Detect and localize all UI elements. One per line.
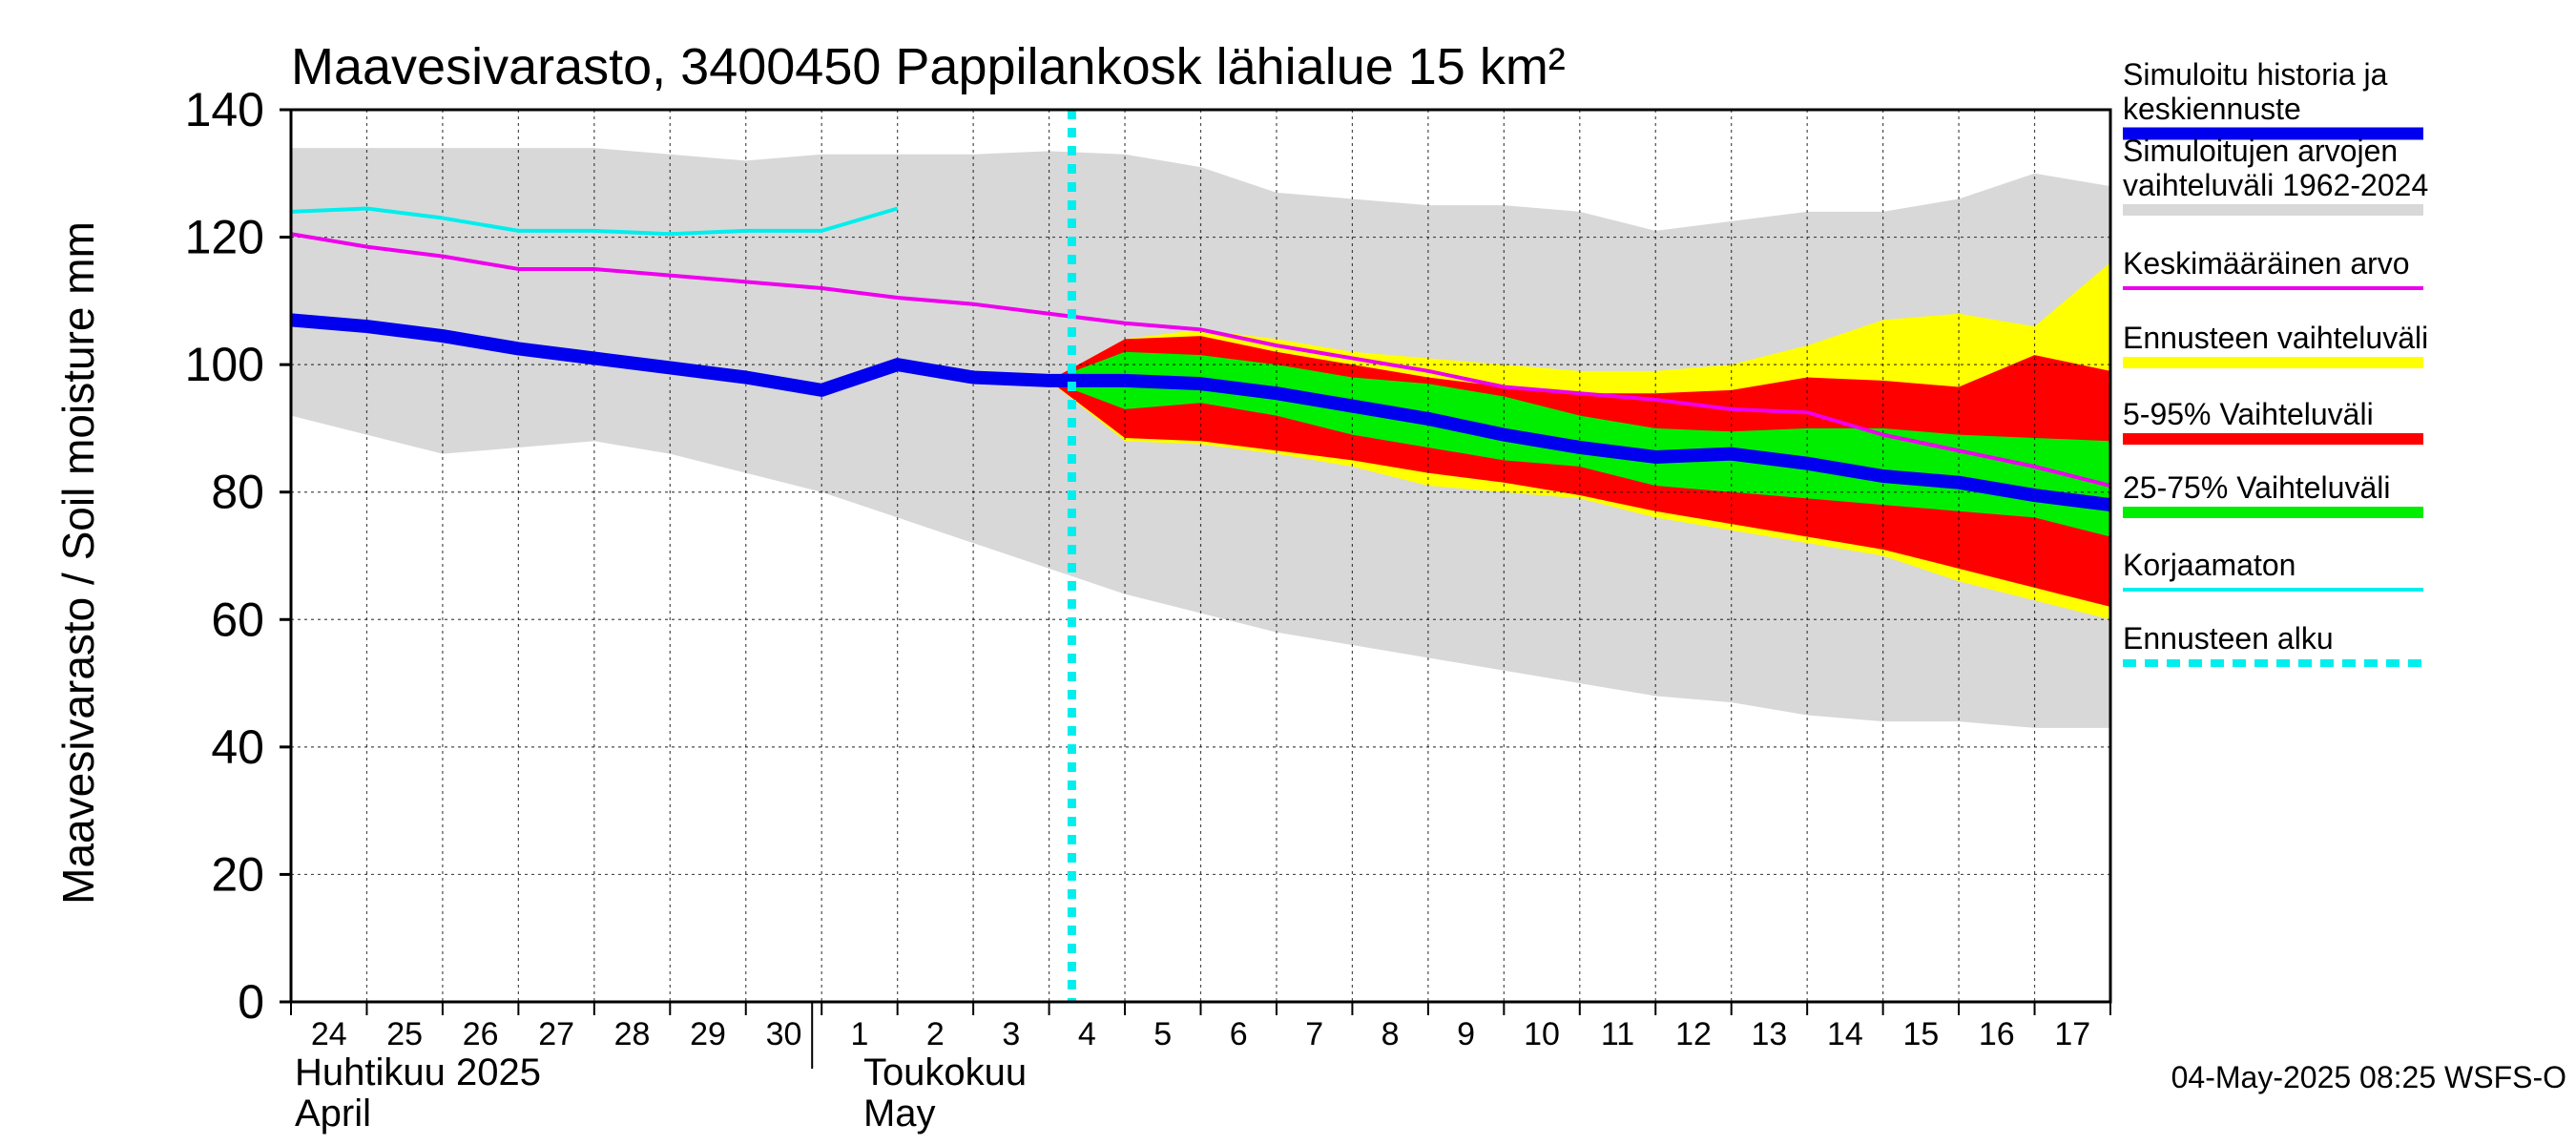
mean-line bbox=[290, 232, 2111, 488]
x-tick-label: 4 bbox=[1078, 1016, 1096, 1052]
series-lines bbox=[290, 110, 2111, 1002]
uncorrected-line bbox=[290, 206, 899, 237]
x-tick-label: 12 bbox=[1675, 1016, 1712, 1052]
x-tick-label: 26 bbox=[463, 1016, 499, 1052]
legend-label: Ennusteen vaihteluväli bbox=[2123, 321, 2428, 355]
legend-label: Simuloitu historia ja bbox=[2123, 57, 2388, 92]
legend-label: vaihteluväli 1962-2024 bbox=[2123, 168, 2428, 202]
y-axis-label: Maavesivarasto / Soil moisture mm bbox=[53, 221, 103, 905]
x-tick-label: 16 bbox=[1979, 1016, 2015, 1052]
x-tick-label: 28 bbox=[614, 1016, 651, 1052]
legend-label: Ennusteen alku bbox=[2123, 621, 2334, 656]
legend-label: keskiennuste bbox=[2123, 92, 2301, 126]
x-tick-label: 3 bbox=[1002, 1016, 1020, 1052]
y-tick-label: 80 bbox=[211, 466, 264, 519]
y-tick-label: 120 bbox=[185, 211, 264, 264]
footer-timestamp: 04-May-2025 08:25 WSFS-O bbox=[2171, 1060, 2566, 1094]
x-tick-label: 7 bbox=[1305, 1016, 1323, 1052]
simulated-line bbox=[290, 313, 2111, 512]
month-label-english: May bbox=[863, 1093, 936, 1135]
y-tick-label: 0 bbox=[238, 975, 264, 1029]
x-tick-label: 13 bbox=[1752, 1016, 1788, 1052]
x-tick-label: 1 bbox=[850, 1016, 868, 1052]
y-axis: 0 20 40 60 80 100 120 140 bbox=[185, 83, 291, 1029]
x-tick-label: 10 bbox=[1524, 1016, 1560, 1052]
x-tick-label: 30 bbox=[766, 1016, 802, 1052]
x-tick-label: 5 bbox=[1153, 1016, 1172, 1052]
x-tick-label: 9 bbox=[1457, 1016, 1475, 1052]
y-tick-label: 100 bbox=[185, 338, 264, 391]
month-label: Huhtikuu 2025 bbox=[295, 1051, 541, 1093]
x-tick-label: 15 bbox=[1902, 1016, 1939, 1052]
x-tick-label: 17 bbox=[2054, 1016, 2090, 1052]
x-axis: 24 25 26 27 28 29 30 1 2 3 4 5 6 7 8 9 10 11 12 13 14 15 16 17H… bbox=[290, 1002, 2111, 1135]
x-tick-label: 27 bbox=[538, 1016, 574, 1052]
legend-label: Keskimääräinen arvo bbox=[2123, 246, 2410, 281]
legend-label: 5-95% Vaihteluväli bbox=[2123, 397, 2374, 431]
y-tick-label: 40 bbox=[211, 720, 264, 774]
x-tick-label: 2 bbox=[926, 1016, 945, 1052]
y-tick-label: 60 bbox=[211, 593, 264, 646]
x-tick-label: 6 bbox=[1230, 1016, 1248, 1052]
y-tick-label: 20 bbox=[211, 847, 264, 901]
x-tick-label: 8 bbox=[1381, 1016, 1400, 1052]
chart-title: Maavesivarasto, 3400450 Pappilankosk läh… bbox=[291, 38, 1566, 95]
x-tick-label: 29 bbox=[690, 1016, 726, 1052]
legend-label: 25-75% Vaihteluväli bbox=[2123, 470, 2390, 505]
x-tick-label: 25 bbox=[386, 1016, 423, 1052]
y-tick-label: 140 bbox=[185, 83, 264, 136]
month-label-english: April bbox=[295, 1093, 371, 1135]
legend-label: Korjaamaton bbox=[2123, 548, 2296, 582]
legend-label: Simuloitujen arvojen bbox=[2123, 134, 2398, 168]
x-tick-label: 24 bbox=[311, 1016, 347, 1052]
x-tick-label: 11 bbox=[1601, 1016, 1634, 1052]
month-label: Toukokuu bbox=[863, 1051, 1027, 1093]
x-tick-label: 14 bbox=[1827, 1016, 1863, 1052]
